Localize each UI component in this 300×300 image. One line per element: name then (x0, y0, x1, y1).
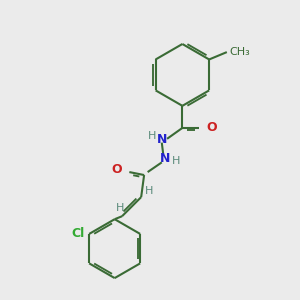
Text: Cl: Cl (71, 227, 85, 240)
Text: H: H (116, 203, 125, 213)
Text: N: N (157, 133, 167, 146)
Text: H: H (148, 131, 157, 141)
Text: CH₃: CH₃ (229, 47, 250, 57)
Text: O: O (206, 121, 217, 134)
Text: N: N (160, 152, 170, 165)
Text: O: O (112, 163, 122, 176)
Text: H: H (172, 156, 181, 166)
Text: H: H (145, 186, 154, 196)
